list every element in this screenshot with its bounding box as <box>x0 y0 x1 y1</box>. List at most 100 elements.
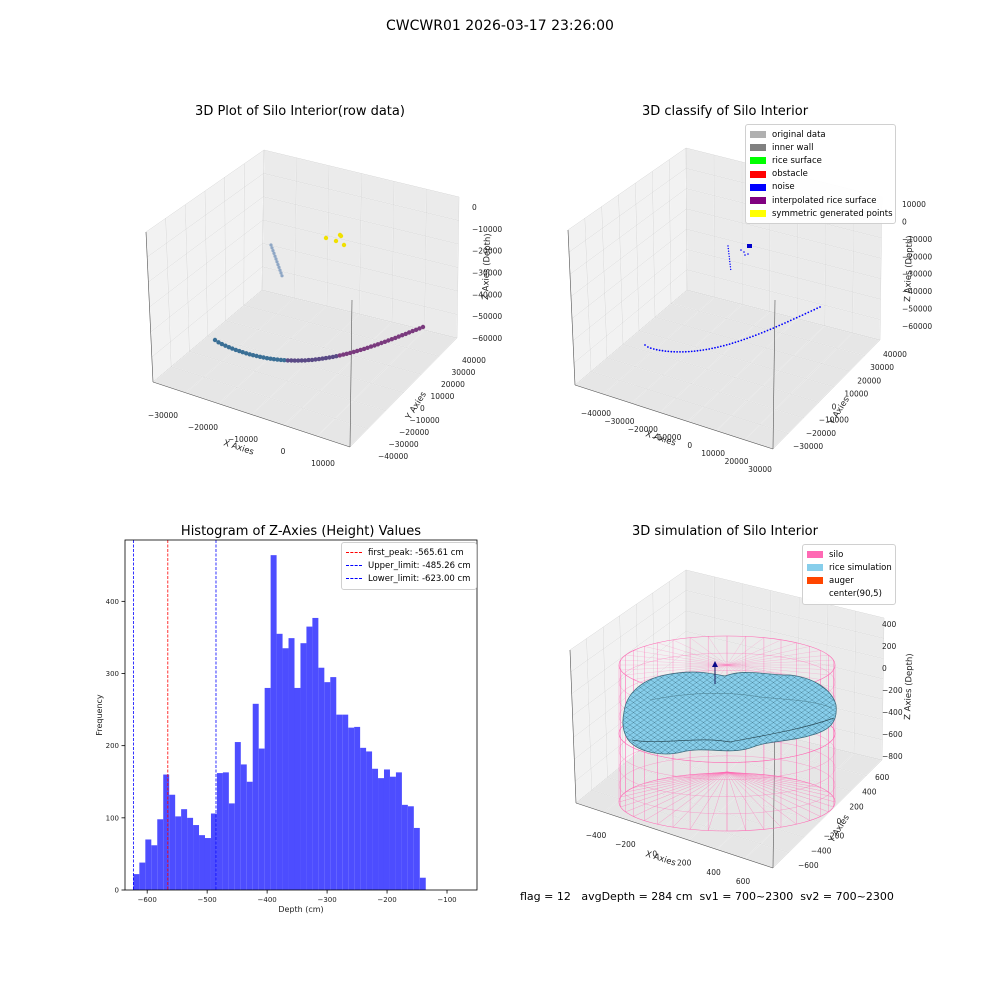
grid-line <box>261 289 458 339</box>
legend-swatch <box>807 564 823 572</box>
silo-wireframe <box>620 664 728 671</box>
histogram-bar <box>294 687 301 890</box>
grid-line <box>243 163 245 306</box>
silo-wireframe <box>726 771 782 828</box>
data-point <box>644 344 646 346</box>
y-tick-label: 0 <box>115 887 119 895</box>
grid-line <box>686 289 881 341</box>
panel-3-histogram: −600 −500 −400 −300 −200 −100 0 100 200 300 400 Dep… <box>95 539 478 914</box>
axis-line <box>569 649 577 804</box>
grid-line <box>606 357 804 419</box>
histogram-bar <box>216 773 223 890</box>
data-point <box>682 351 684 353</box>
histogram-bar <box>366 751 373 890</box>
data-point <box>693 350 696 352</box>
data-point <box>334 354 339 359</box>
histogram-bar <box>401 804 408 890</box>
grid-line <box>685 610 884 659</box>
data-point <box>306 357 311 363</box>
x-tick-label: 10000 <box>701 449 725 458</box>
legend-label: rice surface <box>772 155 822 166</box>
data-point <box>795 316 798 319</box>
legend-label: obstacle <box>772 169 808 180</box>
data-point <box>323 355 329 361</box>
grid-line <box>586 638 592 791</box>
data-point <box>393 335 398 341</box>
panel-4-title: 3D simulation of Silo Interior <box>632 524 818 539</box>
grid-line <box>670 303 865 356</box>
histogram-bar <box>145 839 152 890</box>
legend-item: first_peak: -565.61 cm <box>346 546 472 559</box>
data-point <box>807 311 810 314</box>
data-point <box>652 348 655 350</box>
silo-wireframe <box>672 639 728 666</box>
x-tick-label: −40000 <box>581 409 611 418</box>
legend-swatch <box>750 183 766 191</box>
silo-wireframe <box>726 771 810 784</box>
data-point <box>348 350 353 356</box>
y-tick-label: 30000 <box>452 368 476 377</box>
data-point <box>737 340 740 343</box>
histogram-bar <box>240 764 247 890</box>
x-tick-label: 400 <box>706 868 721 877</box>
data-point <box>264 356 270 361</box>
data-point <box>690 350 693 353</box>
data-point <box>413 327 419 332</box>
z-tick-label: −200 <box>882 686 903 695</box>
silo-wireframe <box>726 771 821 788</box>
silo-wireframe <box>726 636 746 666</box>
legend-label: Lower_limit: -623.00 cm <box>368 573 471 584</box>
silo-wireframe <box>657 771 728 825</box>
y-tick-label: 400 <box>106 598 119 606</box>
silo-wireframe <box>708 771 728 831</box>
y-tick-label: −200 <box>824 832 845 841</box>
z-axis-label: Z Axies (Depth) <box>481 233 493 300</box>
data-point <box>728 343 731 345</box>
data-point <box>760 332 763 334</box>
rice-surface-mesh <box>622 672 837 754</box>
silo-wireframe <box>726 771 829 793</box>
grid-line <box>622 344 819 403</box>
data-point <box>667 350 670 353</box>
axis-line <box>772 299 776 450</box>
data-point <box>273 254 277 258</box>
y-axis-label: Frequency <box>95 694 104 736</box>
data-point <box>729 266 732 268</box>
axis-line <box>567 229 576 386</box>
x-tick-label: −30000 <box>604 417 634 426</box>
silo-wireframe <box>726 771 782 778</box>
y-tick-label: 400 <box>862 788 877 797</box>
rice-surface-contour <box>631 717 835 743</box>
histogram-bar <box>264 687 271 890</box>
histogram-bar <box>306 626 313 890</box>
data-point <box>810 310 813 312</box>
data-point <box>289 358 294 363</box>
grid-line <box>623 764 820 822</box>
silo-wireframe <box>618 771 728 803</box>
grid-line <box>456 196 460 339</box>
data-point <box>358 347 363 353</box>
silo-wireframe <box>726 659 834 666</box>
data-point <box>766 329 769 332</box>
figure-title: CWCWR01 2026-03-17 23:26:00 <box>386 18 614 34</box>
x-tick-label: 10000 <box>311 459 335 468</box>
grid-line <box>349 337 458 448</box>
panel-1-title: 3D Plot of Silo Interior(row data) <box>195 104 405 119</box>
y-tick-label: 200 <box>849 802 864 811</box>
data-point <box>223 343 228 348</box>
histogram-bar <box>163 774 170 890</box>
simulation-legend: silo rice simulation auger center(90,5) <box>802 544 896 605</box>
legend-item: inner wall <box>750 141 891 154</box>
data-point <box>277 265 281 269</box>
grid-line <box>654 316 850 372</box>
y-tick-label: 10000 <box>431 392 455 401</box>
silo-wireframe <box>708 636 728 666</box>
y-tick-label: 40000 <box>883 350 907 359</box>
axis-line <box>152 381 351 448</box>
data-point <box>722 344 725 347</box>
data-point <box>798 315 801 318</box>
y-tick-label: 0 <box>832 403 837 412</box>
grid-line <box>713 154 715 298</box>
data-point <box>257 354 263 359</box>
data-point <box>282 358 287 363</box>
